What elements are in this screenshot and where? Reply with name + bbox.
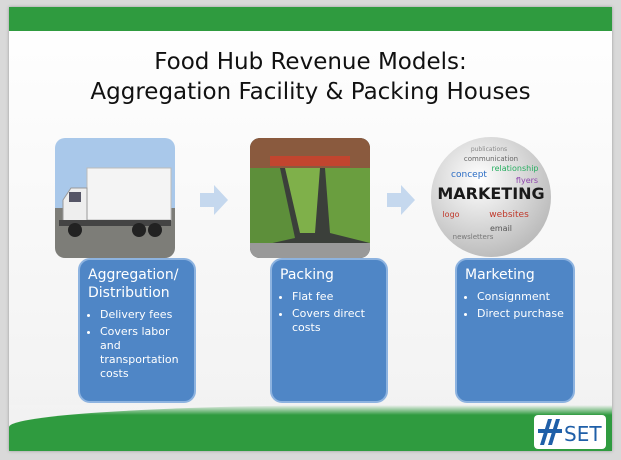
wheel bbox=[148, 223, 162, 237]
step-box: Packing Flat fee Covers direct costs bbox=[270, 258, 388, 403]
image-word: publications bbox=[471, 146, 507, 153]
step-heading: Aggregation/Distribution bbox=[88, 266, 186, 302]
step-box: Marketing Consignment Direct purchase bbox=[455, 258, 575, 403]
arrow-shape bbox=[387, 185, 415, 215]
arrow bbox=[387, 185, 415, 215]
wheel bbox=[132, 223, 146, 237]
beans bbox=[285, 168, 320, 233]
wheel bbox=[68, 223, 82, 237]
sphere bbox=[431, 137, 551, 257]
bullet-list: Delivery fees Covers labor and transport… bbox=[88, 308, 186, 381]
bullet-list: Consignment Direct purchase bbox=[465, 290, 565, 321]
bullet: Flat fee bbox=[292, 290, 378, 304]
truck-image bbox=[55, 138, 175, 258]
image-word: communication bbox=[464, 155, 518, 163]
title-line: Food Hub Revenue Models: bbox=[154, 49, 467, 75]
bullet: Direct purchase bbox=[477, 307, 565, 321]
image-word: relationship bbox=[491, 164, 538, 173]
image-word: websites bbox=[489, 210, 529, 220]
logo-mark bbox=[538, 419, 562, 445]
image-word: email bbox=[490, 224, 512, 233]
step-heading: Packing bbox=[280, 267, 334, 283]
bullet: Consignment bbox=[477, 290, 565, 304]
chassis bbox=[59, 220, 171, 226]
step-box: Aggregation/Distribution Delivery fees C… bbox=[78, 258, 196, 403]
bullet: Covers labor and transportation costs bbox=[100, 325, 186, 381]
heading-line: Distribution bbox=[88, 285, 170, 301]
heading-line: Aggregation/ bbox=[88, 267, 179, 283]
beans bbox=[250, 168, 295, 248]
window bbox=[69, 192, 81, 202]
image-word: MARKETING bbox=[437, 184, 544, 203]
tray bbox=[250, 243, 370, 258]
slide: Food Hub Revenue Models: Aggregation Fac… bbox=[9, 7, 612, 451]
marketing-image: MARKETING concept websites logo email flyers r… bbox=[431, 137, 551, 257]
arrow bbox=[200, 185, 228, 215]
top-band bbox=[9, 7, 612, 31]
step-heading: Marketing bbox=[465, 267, 535, 283]
logo: SET bbox=[534, 415, 606, 449]
buckets bbox=[270, 156, 350, 166]
beans-image bbox=[250, 138, 370, 258]
bullet: Covers direct costs bbox=[292, 307, 378, 335]
image-word: newsletters bbox=[453, 233, 494, 241]
bottom-band-edge bbox=[9, 405, 612, 415]
bullet-list: Flat fee Covers direct costs bbox=[280, 290, 378, 335]
bullet: Delivery fees bbox=[100, 308, 186, 322]
arrow-shape bbox=[200, 185, 228, 215]
beans bbox=[325, 168, 370, 243]
image-word: flyers bbox=[516, 176, 538, 185]
image-word: logo bbox=[442, 210, 459, 219]
trailer bbox=[86, 167, 172, 221]
title-line: Aggregation Facility & Packing Houses bbox=[90, 79, 531, 105]
logo-graphic: SET bbox=[538, 419, 602, 446]
image-word: concept bbox=[451, 170, 487, 180]
logo-text: SET bbox=[564, 422, 602, 446]
